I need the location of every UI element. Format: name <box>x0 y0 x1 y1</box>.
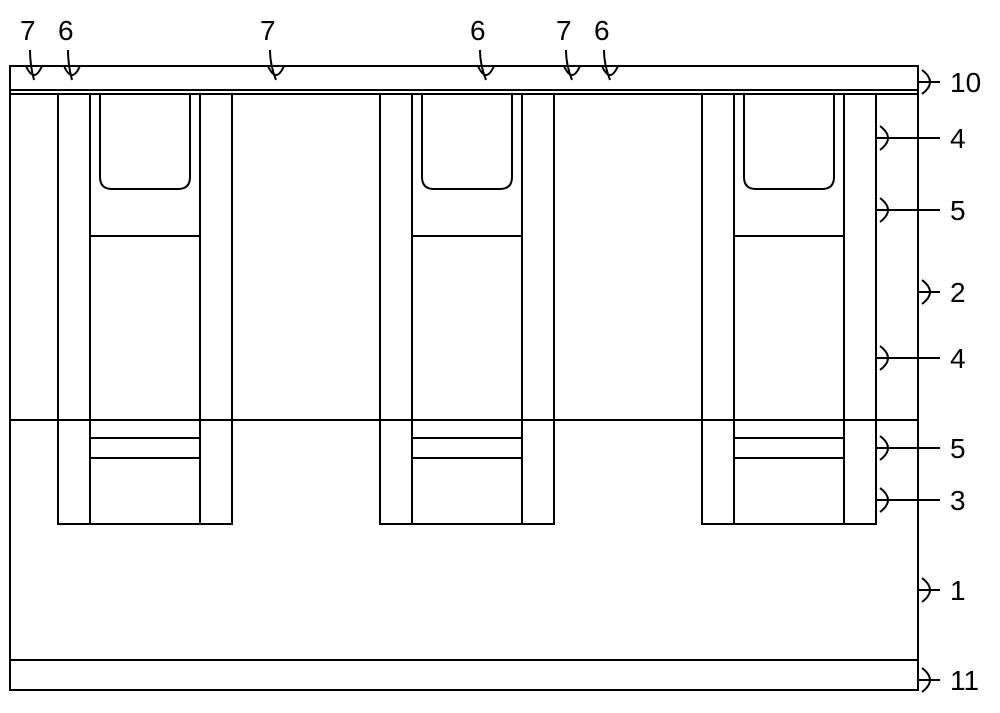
label-text: 2 <box>950 277 966 308</box>
label-text: 5 <box>950 195 966 226</box>
label-text: 1 <box>950 575 966 606</box>
label-text: 7 <box>20 15 36 46</box>
label-text: 6 <box>58 15 74 46</box>
label-text: 7 <box>556 15 572 46</box>
bg <box>0 0 1000 713</box>
label-text: 4 <box>950 123 966 154</box>
label-text: 5 <box>950 433 966 464</box>
label-text: 3 <box>950 485 966 516</box>
label-text: 6 <box>470 15 486 46</box>
label-text: 4 <box>950 343 966 374</box>
label-text: 10 <box>950 67 981 98</box>
diagram-svg: 76767610452453111 <box>0 0 1000 713</box>
label-text: 6 <box>594 15 610 46</box>
label-text: 7 <box>260 15 276 46</box>
label-text: 11 <box>950 665 979 696</box>
